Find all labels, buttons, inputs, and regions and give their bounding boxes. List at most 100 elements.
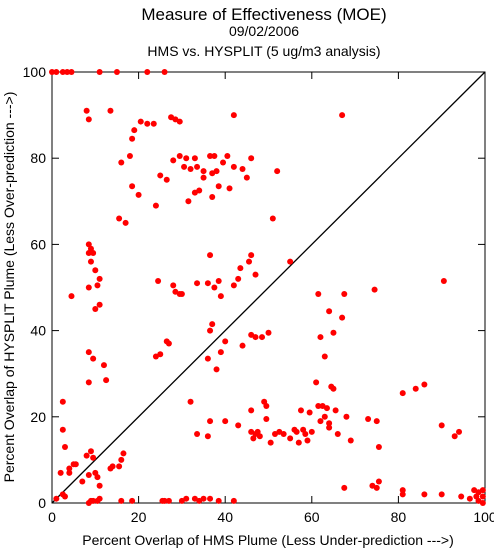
- data-point: [61, 493, 68, 500]
- data-point: [200, 168, 207, 175]
- data-point: [315, 290, 322, 297]
- data-point: [131, 127, 138, 134]
- data-point: [239, 342, 246, 349]
- x-tick-label: 60: [304, 509, 320, 525]
- data-point: [129, 497, 136, 504]
- y-tick-label: 60: [30, 236, 46, 252]
- data-point: [207, 153, 214, 160]
- data-point: [375, 478, 382, 485]
- data-point: [456, 428, 463, 435]
- data-point: [204, 280, 211, 287]
- data-point: [215, 497, 222, 504]
- data-point: [341, 484, 348, 491]
- data-point: [217, 293, 224, 300]
- data-point: [113, 69, 120, 75]
- data-point: [122, 219, 129, 226]
- data-point: [211, 153, 218, 160]
- data-point: [196, 187, 203, 194]
- data-point: [317, 418, 324, 425]
- data-point: [83, 107, 90, 114]
- data-point: [230, 497, 237, 504]
- data-point: [96, 301, 103, 308]
- data-point: [334, 431, 341, 438]
- data-point: [59, 426, 66, 433]
- data-point: [263, 403, 270, 410]
- data-point: [252, 334, 259, 341]
- data-point: [191, 155, 198, 162]
- data-point: [57, 469, 64, 476]
- data-point: [96, 495, 103, 502]
- data-point: [326, 420, 333, 427]
- data-point: [155, 278, 162, 285]
- data-point: [59, 69, 66, 75]
- data-point: [237, 265, 244, 272]
- data-point: [96, 69, 103, 75]
- data-point: [217, 349, 224, 356]
- data-point: [100, 362, 107, 369]
- data-point: [90, 355, 97, 362]
- y-tick-label: 0: [38, 495, 46, 511]
- data-point: [293, 428, 300, 435]
- data-point: [399, 487, 406, 494]
- diagonal-reference-line: [51, 71, 486, 504]
- data-point: [259, 334, 266, 341]
- data-points: [49, 69, 486, 506]
- data-point: [287, 435, 294, 442]
- data-point: [248, 407, 255, 414]
- data-point: [421, 491, 428, 498]
- data-point: [304, 437, 311, 444]
- data-point: [265, 329, 272, 336]
- data-point: [85, 471, 92, 478]
- data-point: [83, 452, 90, 459]
- data-point: [165, 497, 172, 504]
- data-point: [399, 390, 406, 397]
- data-point: [194, 163, 201, 170]
- data-point: [90, 250, 97, 257]
- data-point: [267, 439, 274, 446]
- data-point: [49, 69, 55, 75]
- data-point: [116, 215, 123, 222]
- data-point: [321, 413, 328, 420]
- data-point: [194, 431, 201, 438]
- chart-date: 09/02/2006: [229, 23, 299, 39]
- data-point: [341, 290, 348, 297]
- data-point: [116, 463, 123, 470]
- data-point: [66, 465, 73, 472]
- data-point: [150, 120, 157, 127]
- plot-area: [51, 71, 486, 504]
- y-tick-label: 40: [30, 323, 46, 339]
- data-point: [165, 340, 172, 347]
- data-point: [204, 355, 211, 362]
- data-point: [235, 422, 242, 429]
- y-tick-label: 80: [30, 150, 46, 166]
- data-point: [181, 163, 188, 170]
- data-point: [144, 120, 151, 127]
- data-point: [129, 135, 136, 142]
- data-point: [479, 487, 486, 494]
- data-point: [118, 497, 125, 504]
- data-point: [109, 463, 116, 470]
- data-point: [438, 491, 445, 498]
- data-point: [375, 443, 382, 450]
- data-point: [269, 215, 276, 222]
- data-point: [243, 174, 250, 181]
- x-tick-label: 100: [473, 509, 494, 525]
- data-point: [215, 183, 222, 190]
- data-point: [373, 418, 380, 425]
- data-point: [85, 379, 92, 386]
- data-point: [280, 431, 287, 438]
- data-point: [178, 290, 185, 297]
- data-point: [330, 329, 337, 336]
- data-point: [440, 278, 447, 285]
- data-point: [107, 107, 114, 114]
- data-point: [220, 159, 227, 166]
- y-axis-ticks: 0 20 40 60 80 100: [23, 64, 485, 511]
- data-point: [287, 258, 294, 265]
- data-point: [211, 284, 218, 291]
- data-point: [85, 250, 92, 257]
- data-point: [68, 69, 75, 75]
- data-point: [85, 284, 92, 291]
- y-tick-label: 20: [30, 409, 46, 425]
- data-point: [458, 493, 465, 500]
